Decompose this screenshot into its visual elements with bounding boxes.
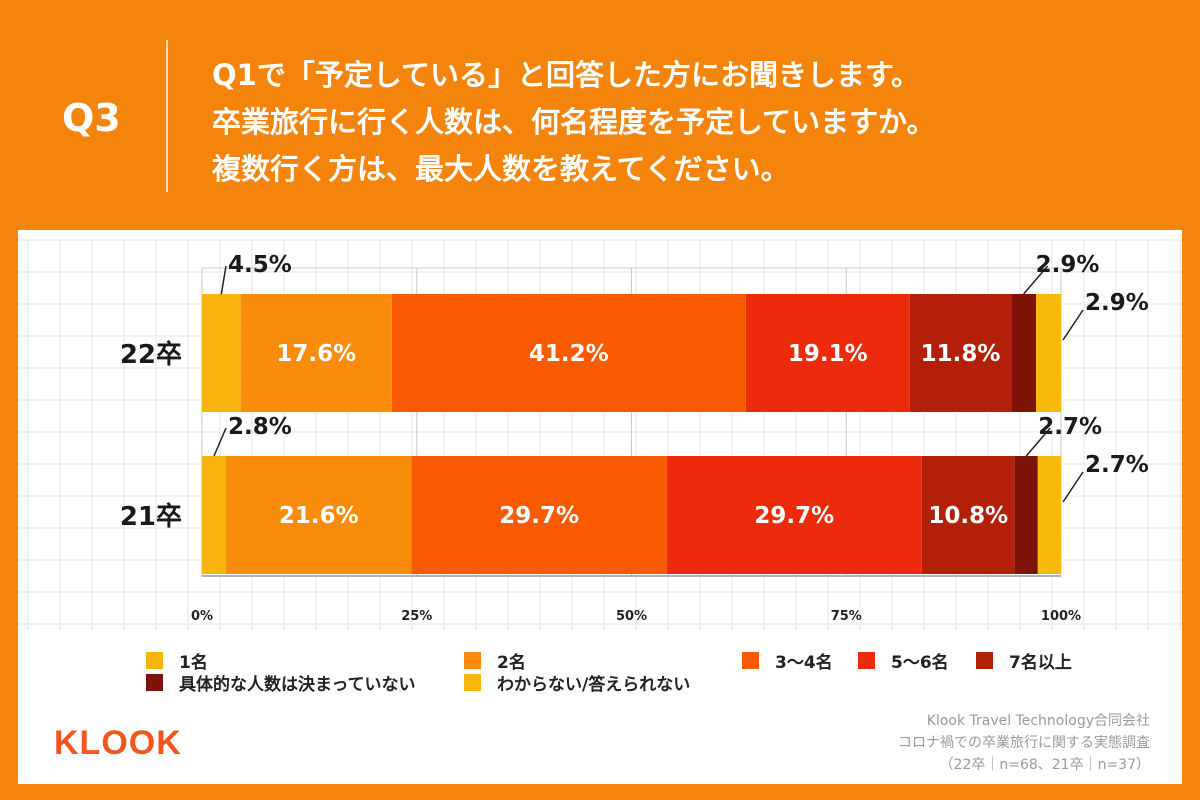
question-line-3: 複数行く方は、最大人数を教えてください。 (212, 152, 790, 186)
legend-item: 3〜4名 (742, 648, 833, 673)
data-label: 2.9% (1036, 252, 1100, 278)
legend-swatch (464, 652, 481, 669)
leader-line (1062, 471, 1084, 503)
data-label: 2.9% (1085, 290, 1149, 316)
bar-segment (202, 294, 241, 412)
data-label: 19.1% (788, 341, 868, 367)
leader-line (1062, 309, 1084, 341)
chart-panel: 0% 25% 50% 75% 100% 22卒 21卒 4.5% 17.6% 41.2% 19.1%… (18, 230, 1182, 784)
legend-label: 2名 (497, 653, 526, 673)
legend-label: 1名 (179, 653, 208, 673)
data-label: 21.6% (279, 503, 359, 529)
question-line-2: 卒業旅行に行く人数は、何名程度を予定していますか。 (212, 105, 936, 139)
legend-item: 7名以上 (976, 648, 1072, 673)
chart-legend: 1名 2名 3〜4名 5〜6名 7名以上具体的な人数は決まっていない わからない/答えられ… (146, 648, 1086, 695)
bar-segment (411, 456, 667, 574)
leader-line (213, 427, 227, 457)
legend-label: 具体的な人数は決まっていない (179, 675, 416, 695)
stacked-bar-chart: 0% 25% 50% 75% 100% 22卒 21卒 4.5% 17.6% 41.2% 19.1%… (18, 239, 1182, 630)
legend-label: 7名以上 (1009, 653, 1072, 673)
bar-segment (909, 294, 1012, 412)
legend-item: 1名 (146, 648, 208, 673)
credit: Klook Travel Technology合同会社 コロナ禍での卒業旅行に関… (898, 710, 1150, 776)
bar-segment (745, 294, 910, 412)
category-label: 22卒 (120, 339, 182, 370)
bar-segment (1036, 294, 1061, 412)
legend-label: わからない/答えられない (497, 675, 691, 695)
data-label: 29.7% (499, 503, 579, 529)
bar-segment (666, 456, 922, 574)
question-line-1: Q1で「予定している」と回答した方にお聞きします。 (212, 58, 921, 92)
x-tick-label: 100% (1041, 609, 1081, 624)
question-text: Q1で「予定している」と回答した方にお聞きします。 卒業旅行に行く人数は、何名程… (212, 52, 936, 193)
data-label: 2.7% (1085, 452, 1149, 478)
x-tick-label: 0% (191, 609, 213, 624)
legend-label: 5〜6名 (891, 653, 949, 673)
question-header: Q3 Q1で「予定している」と回答した方にお聞きします。 卒業旅行に行く人数は、… (0, 0, 1200, 230)
leader-line (220, 265, 227, 295)
bar-segment (921, 456, 1015, 574)
bar-segment (240, 294, 392, 412)
category-label: 21卒 (120, 501, 182, 532)
data-label: 29.7% (754, 503, 834, 529)
data-label: 17.6% (276, 341, 356, 367)
legend-swatch (976, 652, 993, 669)
x-tick-label: 50% (616, 609, 647, 624)
legend-swatch (742, 652, 759, 669)
x-tick-label: 75% (831, 609, 862, 624)
data-label: 41.2% (529, 341, 609, 367)
data-label: 10.8% (928, 503, 1008, 529)
leader-line (1023, 265, 1049, 295)
legend-swatch (464, 674, 481, 691)
legend-item: 5〜6名 (858, 648, 949, 673)
data-label: 2.7% (1038, 414, 1102, 440)
credit-survey: コロナ禍での卒業旅行に関する実態調査 (898, 735, 1150, 751)
legend-item: 2名 (464, 648, 526, 673)
bar-segment (1011, 294, 1037, 412)
klook-logo: KLOOK (54, 724, 182, 762)
bar-segment (226, 456, 412, 574)
legend-label: 3〜4名 (775, 653, 833, 673)
header-divider (166, 40, 168, 192)
credit-sample: （22卒｜n=68、21卒｜n=37） (939, 757, 1150, 773)
legend-swatch (146, 652, 163, 669)
data-label: 11.8% (921, 341, 1001, 367)
legend-item: 具体的な人数は決まっていない (146, 670, 415, 695)
leader-line (1025, 427, 1051, 457)
legend-item: わからない/答えられない (464, 670, 690, 695)
bar-segment (1037, 456, 1061, 574)
x-tick-label: 25% (401, 609, 432, 624)
data-label: 2.8% (228, 414, 292, 440)
data-label: 4.5% (228, 252, 292, 278)
bar-segment (1014, 456, 1038, 574)
bar-segment (202, 456, 227, 574)
credit-company: Klook Travel Technology合同会社 (926, 713, 1150, 729)
legend-swatch (858, 652, 875, 669)
legend-swatch (146, 674, 163, 691)
bar-segment (391, 294, 746, 412)
question-number: Q3 (62, 96, 121, 140)
